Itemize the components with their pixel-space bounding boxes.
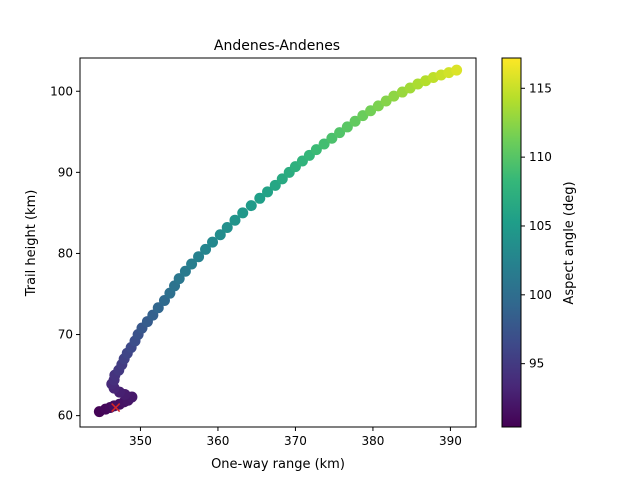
scatter-point (193, 251, 205, 263)
scatter-point (221, 221, 233, 233)
scatter-point (334, 127, 346, 139)
scatter-point (179, 265, 191, 277)
scatter-point (237, 207, 249, 219)
x-tick-label: 380 (361, 434, 384, 448)
scatter-point (173, 273, 185, 285)
scatter-point (388, 90, 400, 102)
y-axis: 60 70 80 90 100 (50, 84, 80, 423)
marker-stroke (111, 403, 121, 413)
scatter-point (207, 236, 219, 248)
scatter-point (341, 121, 353, 133)
plot-frame (79, 57, 477, 428)
scatter-point (245, 200, 257, 212)
colorbar-tick-label: 100 (529, 288, 552, 302)
scatter-point (349, 115, 361, 127)
scatter-point (310, 144, 322, 156)
y-axis-label: Trail height (km) (24, 190, 39, 298)
colorbar-tick-label: 95 (529, 357, 544, 371)
scatter-point (229, 214, 241, 226)
x-tick-label: 370 (284, 434, 307, 448)
trace-marker (111, 403, 121, 413)
y-tick-label: 60 (58, 409, 73, 423)
colorbar-axis: 95 100 105 110 115 (521, 81, 552, 371)
x-tick-label: 350 (129, 434, 152, 448)
y-tick-label: 70 (58, 328, 73, 342)
colorbar-tick-label: 105 (529, 219, 552, 233)
scatter-point (254, 192, 266, 204)
scatter-point (186, 258, 198, 270)
y-tick-label: 100 (50, 84, 73, 98)
scatter-points (93, 64, 463, 418)
scatter-point (451, 64, 463, 76)
scatter-point (276, 173, 288, 185)
y-tick-label: 90 (58, 165, 73, 179)
x-tick-label: 360 (206, 434, 229, 448)
x-tick-label: 390 (439, 434, 462, 448)
scatter-point (200, 243, 212, 255)
scatter-point (269, 179, 281, 191)
x-axis: 350 360 370 380 390 (129, 427, 462, 448)
colorbar (501, 57, 522, 428)
scatter-point (262, 186, 274, 198)
scatter-point (152, 302, 164, 314)
colorbar-tick-label: 115 (529, 81, 552, 95)
chart-title: Andenes-Andenes (214, 38, 340, 54)
colorbar-label: Aspect angle (deg) (562, 181, 577, 304)
scatter-point (214, 229, 226, 241)
scatter-point (318, 138, 330, 150)
y-tick-label: 80 (58, 246, 73, 260)
x-axis-label: One-way range (km) (211, 457, 345, 472)
scatter-point (326, 132, 338, 144)
colorbar-tick-label: 110 (529, 150, 552, 164)
